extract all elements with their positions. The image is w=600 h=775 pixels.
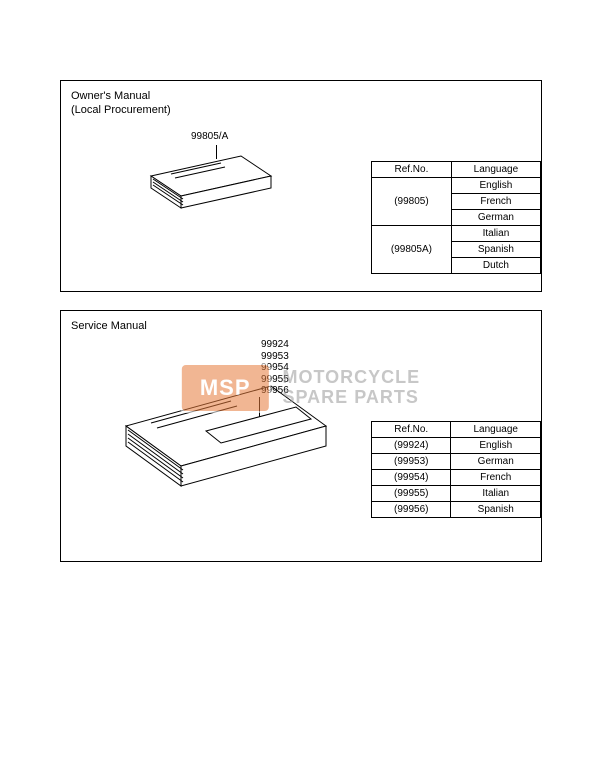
cell-lang: French [451,194,540,210]
col-refno: Ref.No. [372,162,452,178]
ref-99955: 99955 [261,374,289,386]
cell-ref: (99956) [372,502,451,518]
ref-99954: 99954 [261,362,289,374]
cell-lang: English [451,438,541,454]
cell-lang: Spanish [451,502,541,518]
table-row: (99805A) Italian [372,226,541,242]
cell-ref-99805: (99805) [372,178,452,226]
ref-labels-stack: 99924 99953 99954 99955 99956 [261,339,289,397]
cell-lang: Italian [451,226,540,242]
service-manual-book [111,371,341,541]
table-row: (99954) French [372,470,541,486]
cell-lang: Dutch [451,258,540,274]
cell-lang: English [451,178,540,194]
table-header-row: Ref.No. Language [372,422,541,438]
service-manual-title: Service Manual [71,319,147,333]
cell-ref: (99955) [372,486,451,502]
ref-leader-line-2 [259,397,260,417]
ref-99953: 99953 [261,351,289,363]
cell-lang: Spanish [451,242,540,258]
title-line2: (Local Procurement) [71,104,171,116]
cell-ref: (99953) [372,454,451,470]
ref-99924: 99924 [261,339,289,351]
cell-ref-99805a: (99805A) [372,226,452,274]
cell-ref: (99954) [372,470,451,486]
cell-lang: French [451,470,541,486]
cell-lang: German [451,210,540,226]
table-header-row: Ref.No. Language [372,162,541,178]
owners-manual-panel: Owner's Manual (Local Procurement) 99805… [60,80,542,292]
title-line1: Owner's Manual [71,90,150,102]
table-row: (99956) Spanish [372,502,541,518]
table-row: (99805) English [372,178,541,194]
service-manual-table: Ref.No. Language (99924) English (99953)… [371,421,541,518]
owners-manual-table: Ref.No. Language (99805) English French … [371,161,541,274]
title-text: Service Manual [71,320,147,332]
table-row: (99955) Italian [372,486,541,502]
ref-99956: 99956 [261,385,289,397]
col-language: Language [451,162,540,178]
col-language: Language [451,422,541,438]
col-refno: Ref.No. [372,422,451,438]
table-row: (99953) German [372,454,541,470]
service-manual-panel: Service Manual 99924 99953 99954 99955 9… [60,310,542,562]
owners-manual-book [141,146,281,246]
ref-leader-line-1 [216,145,217,159]
cell-ref: (99924) [372,438,451,454]
ref-label-99805: 99805/A [191,131,228,142]
cell-lang: German [451,454,541,470]
table-row: (99924) English [372,438,541,454]
cell-lang: Italian [451,486,541,502]
owners-manual-title: Owner's Manual (Local Procurement) [71,89,171,118]
